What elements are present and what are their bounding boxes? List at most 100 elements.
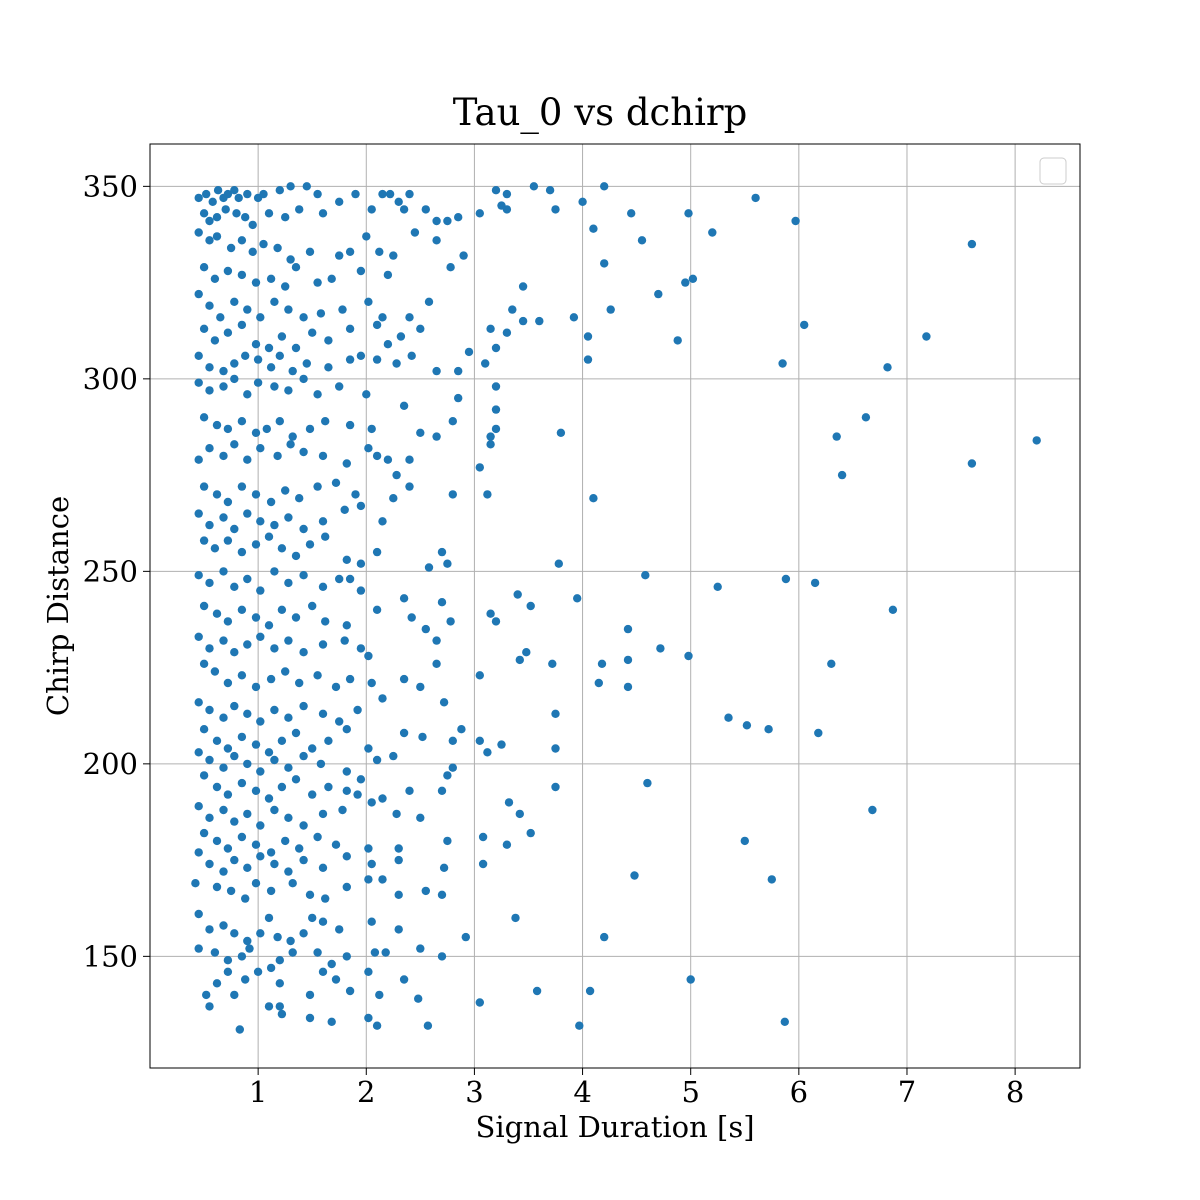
data-point: [399, 205, 409, 214]
data-point: [331, 975, 341, 984]
data-point: [454, 213, 463, 222]
data-point: [713, 582, 722, 591]
data-point: [448, 490, 457, 499]
data-point: [273, 451, 282, 461]
data-point: [259, 239, 268, 249]
data-point: [266, 963, 276, 973]
grid-lines: [150, 144, 1080, 1068]
data-point: [194, 748, 203, 757]
data-point: [967, 239, 977, 249]
data-point: [418, 732, 427, 742]
data-point: [194, 351, 203, 360]
data-point: [475, 736, 484, 745]
x-tick-label: 6: [790, 1075, 808, 1109]
data-point: [340, 636, 349, 645]
data-point: [383, 340, 393, 349]
data-point: [327, 1017, 336, 1026]
y-tick-label: 300: [83, 362, 138, 396]
data-point: [253, 967, 263, 976]
data-point: [335, 717, 344, 726]
data-point: [223, 189, 233, 199]
data-point: [223, 424, 233, 434]
data-point: [205, 813, 214, 822]
data-point: [248, 220, 257, 230]
data-point: [827, 659, 836, 668]
data-point: [199, 536, 209, 545]
data-point: [219, 636, 228, 645]
data-point: [205, 578, 214, 588]
data-point: [284, 813, 293, 822]
data-point: [219, 513, 228, 522]
data-point: [251, 879, 261, 888]
data-point: [394, 197, 403, 206]
data-point: [237, 482, 247, 491]
plot-area-frame: [149, 143, 1081, 1069]
data-point: [199, 482, 209, 491]
data-point: [199, 324, 209, 333]
data-point: [251, 490, 261, 499]
data-point: [205, 705, 214, 715]
data-point: [299, 313, 308, 322]
data-point: [223, 497, 233, 507]
data-point: [251, 740, 261, 749]
data-point: [321, 532, 330, 541]
data-point: [800, 320, 809, 330]
data-point: [321, 894, 330, 903]
data-point: [251, 340, 261, 349]
data-point: [504, 798, 514, 807]
data-point: [284, 386, 293, 395]
data-point: [219, 805, 228, 815]
data-point: [230, 929, 239, 938]
data-point: [212, 490, 222, 499]
data-point: [251, 613, 261, 622]
data-point: [424, 297, 434, 306]
data-point: [291, 613, 301, 622]
data-point: [597, 659, 607, 668]
data-point: [299, 929, 308, 938]
data-point: [724, 713, 733, 722]
data-point: [291, 775, 301, 784]
data-point: [313, 390, 322, 399]
data-point: [389, 751, 398, 761]
data-point: [199, 828, 209, 838]
data-point: [295, 205, 304, 214]
data-point: [569, 313, 579, 322]
data-point: [277, 332, 287, 341]
data-point: [526, 601, 535, 611]
data-point: [241, 213, 250, 222]
data-point: [230, 524, 239, 534]
data-point: [194, 228, 203, 237]
data-point: [375, 990, 384, 1000]
data-point: [313, 278, 322, 287]
data-point: [324, 736, 333, 745]
data-point: [529, 182, 539, 191]
data-point: [243, 809, 252, 819]
data-point: [199, 413, 209, 422]
data-point: [286, 182, 295, 191]
data-point: [243, 709, 252, 718]
data-point: [364, 1013, 373, 1023]
data-point: [194, 909, 203, 919]
data-point: [345, 247, 355, 256]
data-point: [437, 598, 447, 607]
data-point: [351, 490, 360, 499]
data-point: [342, 725, 351, 734]
data-point: [548, 659, 557, 668]
data-point: [275, 1002, 284, 1011]
data-point: [194, 802, 203, 811]
data-point: [353, 790, 362, 799]
data-point: [264, 748, 274, 757]
data-point: [205, 444, 214, 453]
data-point: [291, 343, 301, 353]
data-point: [284, 867, 293, 876]
data-point: [416, 813, 425, 822]
data-point: [223, 266, 233, 276]
data-point: [327, 959, 336, 969]
data-point: [281, 486, 290, 495]
data-point: [432, 216, 441, 226]
data-point: [253, 378, 263, 387]
chart-title: Tau_0 vs dchirp: [453, 91, 748, 135]
data-point: [508, 305, 517, 314]
data-point: [448, 763, 457, 772]
data-point: [194, 378, 203, 387]
